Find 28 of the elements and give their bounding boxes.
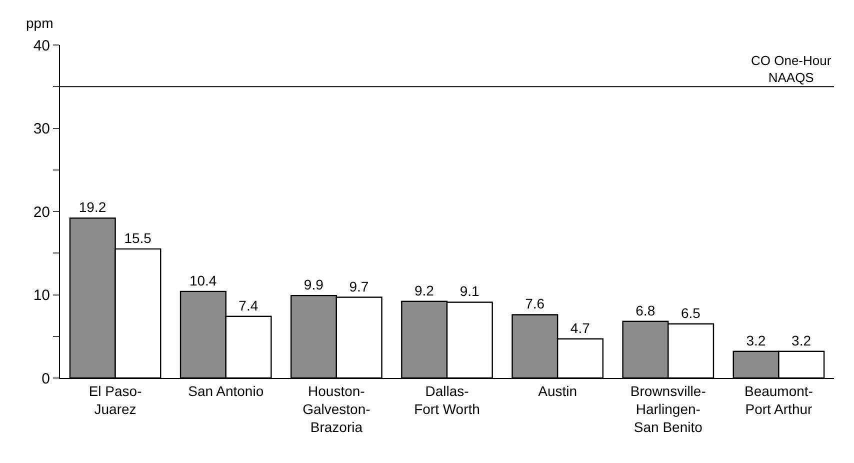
data-label: 3.2	[792, 332, 812, 348]
y-tick-label: 40	[33, 37, 50, 54]
data-label: 15.5	[124, 230, 152, 246]
data-label: 9.9	[304, 276, 324, 293]
x-tick-label: Austin	[538, 382, 578, 399]
x-tick-label: Houston-Galveston-Brazoria	[302, 382, 371, 436]
y-tick-label: 0	[42, 370, 50, 388]
x-tick-label: Brownsville-Harlingen-San Benito	[630, 382, 706, 436]
data-label: 9.7	[349, 278, 369, 294]
x-tick-label: San Antonio	[188, 382, 264, 399]
data-label: 3.2	[746, 332, 766, 348]
data-label: 6.5	[680, 304, 701, 321]
y-tick-label: 20	[33, 204, 50, 221]
data-label: 9.2	[414, 282, 434, 298]
y-axis-title: ppm	[26, 15, 54, 31]
y-tick-label: 10	[33, 287, 50, 304]
data-label: 9.1	[460, 283, 480, 300]
data-label: 19.2	[78, 199, 106, 216]
data-label: 7.4	[238, 297, 258, 314]
data-label: 4.7	[570, 320, 590, 336]
x-tick-label: Beaumont-Port Arthur	[744, 382, 814, 417]
y-tick-label: 30	[33, 120, 50, 138]
data-label: 10.4	[189, 272, 217, 288]
ref-line-label: CO One-Hour NAAQS	[751, 53, 832, 85]
data-label: 6.8	[636, 302, 656, 318]
x-tick-label: El Paso-Juarez	[88, 382, 142, 417]
x-tick-label: Dallas-Fort Worth	[414, 382, 480, 417]
data-label: 7.6	[525, 296, 545, 312]
